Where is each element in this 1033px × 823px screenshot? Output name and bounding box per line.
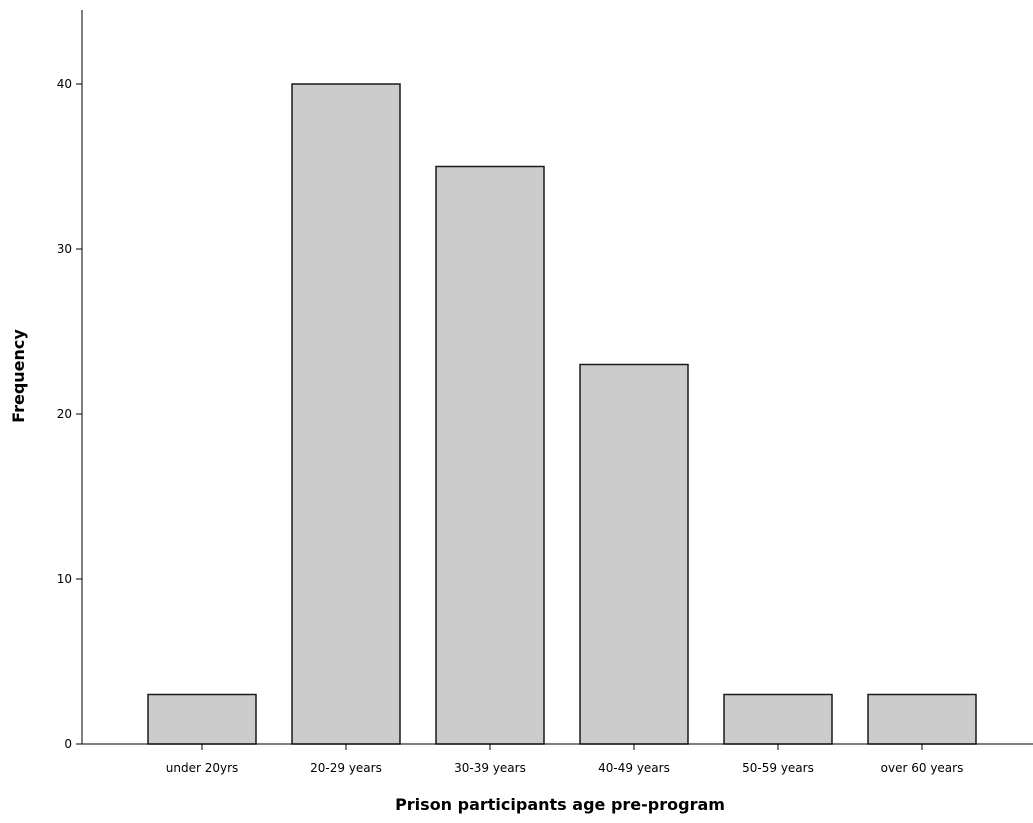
y-tick-label: 0	[64, 737, 72, 751]
y-tick-label: 40	[57, 77, 72, 91]
bars-group	[147, 83, 977, 745]
y-tick-label: 20	[57, 407, 72, 421]
x-tick-label: 20-29 years	[310, 761, 382, 775]
y-axis: 0 10 20 30 40	[57, 10, 83, 751]
x-tick-label: 30-39 years	[454, 761, 526, 775]
bar	[867, 693, 977, 745]
x-tick-label: 50-59 years	[742, 761, 814, 775]
x-tick-label: over 60 years	[881, 761, 964, 775]
x-axis-title: Prison participants age pre-program	[395, 795, 725, 814]
y-tick-label: 10	[57, 572, 72, 586]
y-axis-title: Frequency	[9, 329, 28, 423]
bar	[723, 693, 833, 745]
x-axis: under 20yrs 20-29 years 30-39 years 40-49 y…	[82, 743, 1033, 775]
x-tick-label: 40-49 years	[598, 761, 670, 775]
x-tick-label: under 20yrs	[166, 761, 239, 775]
y-tick-label: 30	[57, 242, 72, 256]
bar	[435, 165, 545, 745]
bar	[147, 693, 257, 745]
bar	[291, 83, 401, 745]
bar	[579, 363, 689, 745]
